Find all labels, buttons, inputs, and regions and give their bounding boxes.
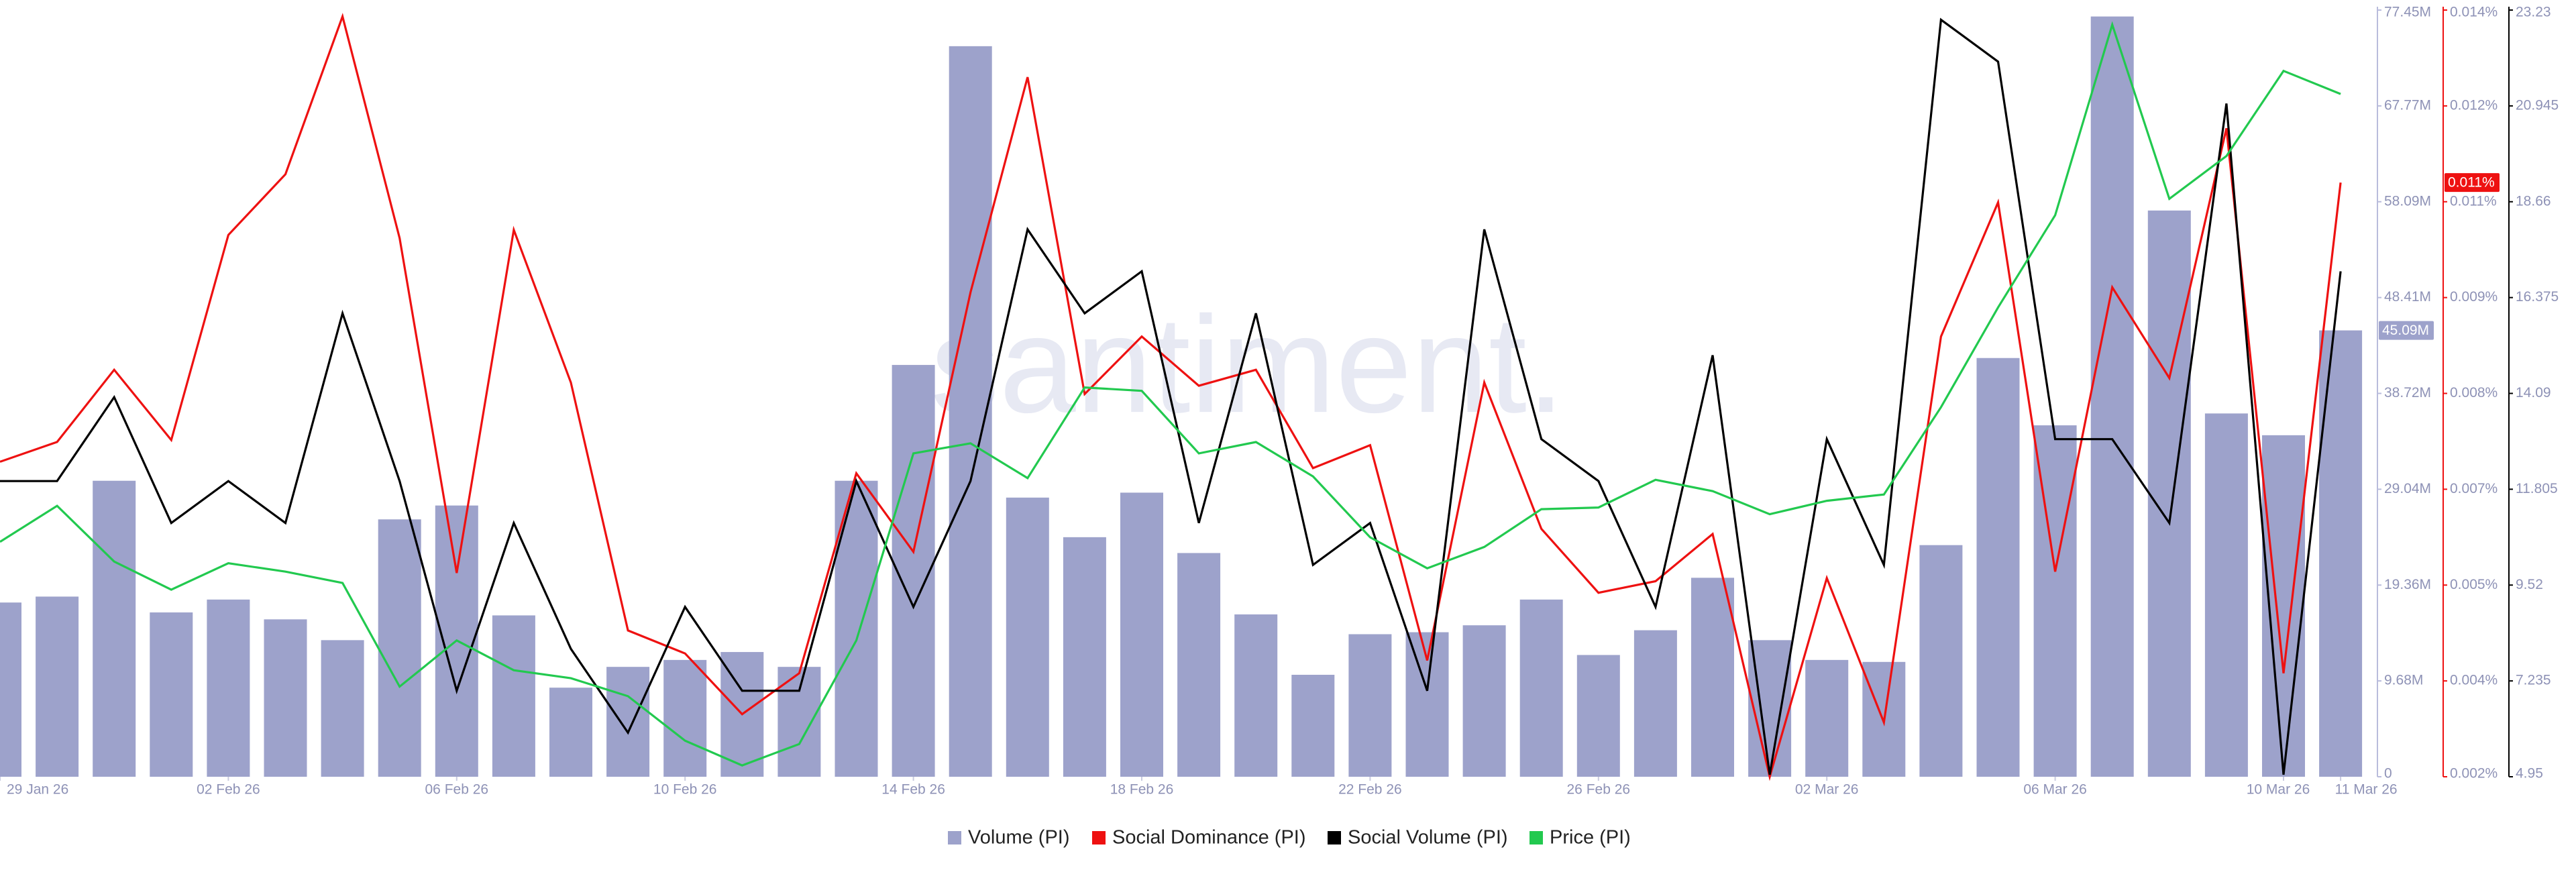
y-tick-label: 38.72M [2384,385,2431,400]
bar [1234,614,1278,777]
y-tick-label: 0.008% [2450,385,2498,400]
y-tick-label: 67.77M [2384,97,2431,113]
line [0,21,2341,767]
legend-marker [948,831,961,844]
y-tick-label: 4.95 [2516,766,2543,781]
bar [1805,659,1849,777]
bar [1291,674,1335,777]
y-tick-label: 9.52 [2516,577,2543,592]
value-label: 0.011% [2448,175,2495,190]
y-tick-label: 0.004% [2450,673,2498,688]
bar [2090,16,2134,777]
bar [0,602,21,777]
watermark: santiment. [930,288,1565,441]
bar [1177,553,1221,777]
legend-label: Price (PI) [1550,827,1631,849]
bar [378,519,421,777]
y-tick-label: 0.009% [2450,289,2498,305]
bar [150,612,193,777]
legend-marker [1328,831,1341,844]
y-tick-label: 23.23 [2516,5,2551,20]
y-tick-label: 0.002% [2450,766,2498,781]
bar [949,46,992,777]
bar [1405,632,1449,777]
legend-label: Social Volume (PI) [1348,827,1508,849]
y-tick-label: 0.007% [2450,481,2498,496]
bar [606,667,650,777]
x-tick-label: 10 Feb 26 [653,782,717,798]
legend-label: Social Dominance (PI) [1112,827,1306,849]
bar [892,365,935,777]
bar [2147,210,2191,777]
y-tick-label: 16.375 [2516,289,2559,305]
x-tick-label: 06 Feb 26 [425,782,489,798]
x-tick-label: 02 Feb 26 [197,782,260,798]
y-tick-label: 11.805 [2516,481,2558,496]
x-tick-label: 14 Feb 26 [881,782,945,798]
bar [1063,537,1106,777]
bar [492,615,535,777]
value-badge [2379,321,2434,340]
bar [1348,634,1392,777]
bar [207,599,250,777]
bar [1006,497,1049,777]
y-tick-label: 0.005% [2450,577,2498,592]
y-tick-label: 77.45M [2384,5,2431,20]
bar [1919,545,1963,777]
x-tick-label: 10 Mar 26 [2247,782,2310,798]
y-tick-label: 20.945 [2516,97,2559,113]
y-tick-label: 0.014% [2450,5,2498,20]
y-tick-label: 14.09 [2516,385,2551,400]
bar [2204,413,2248,777]
bar [663,659,707,777]
y-tick-label: 19.36M [2384,577,2431,592]
y-tick-label: 29.04M [2384,481,2431,496]
bar [1633,630,1677,777]
bar [1462,625,1506,777]
x-tick-label: 22 Feb 26 [1338,782,1402,798]
bar [321,640,364,777]
legend-label: Volume (PI) [968,827,1070,849]
bar [777,667,821,777]
bar [1576,655,1620,777]
y-tick-label: 0.011% [2450,193,2497,209]
legend-marker [1092,831,1106,844]
y-tick-label: 18.66 [2516,193,2551,209]
y-tick-label: 9.68M [2384,673,2423,688]
bar [264,619,307,777]
bar [1691,578,1734,777]
x-tick-label: 29 Jan 26 [7,782,68,798]
bar [549,688,592,777]
bar [1976,358,2020,777]
y-tick-label: 7.235 [2516,673,2551,688]
x-tick-label: 18 Feb 26 [1110,782,1174,798]
bar [93,480,136,777]
y-tick-label: 48.41M [2384,289,2431,305]
line [0,13,2342,781]
bar [36,596,79,777]
x-tick-label: 06 Mar 26 [2023,782,2087,798]
y-tick-label: 0 [2384,766,2392,781]
y-tick-label: 58.09M [2384,193,2431,209]
bar [1519,599,1563,777]
x-tick-label: 02 Mar 26 [1795,782,1859,798]
y-tick-label: 0.012% [2450,97,2498,113]
value-label: 45.09M [2382,323,2429,338]
x-tick-label: 26 Feb 26 [1567,782,1631,798]
bar [1120,492,1163,777]
x-tick-label: 11 Mar 26 [2335,782,2398,798]
value-badge [2445,173,2500,193]
line [0,17,2342,775]
legend-marker [1529,831,1543,844]
